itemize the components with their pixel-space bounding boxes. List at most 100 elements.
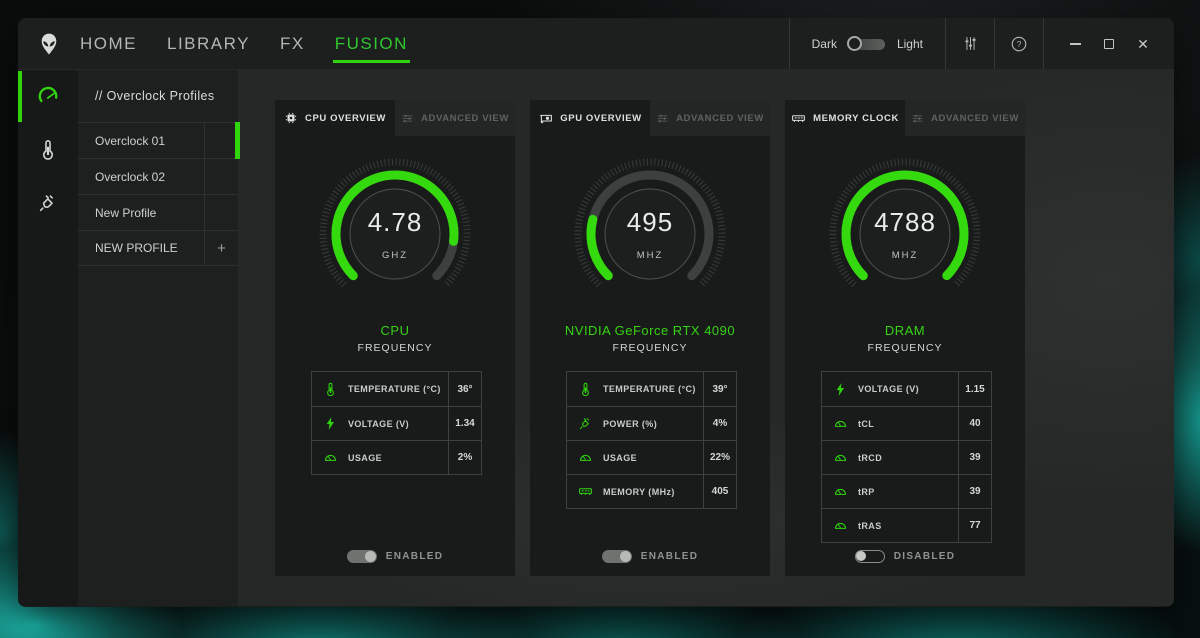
profile-item-overclock-02[interactable]: Overclock 02 — [78, 158, 238, 194]
gpu-gauge-unit: MHZ — [636, 250, 664, 261]
main-content: CPU OVERVIEW ADVANCED VIEW — [238, 70, 1174, 606]
tab-cpu-overview[interactable]: CPU OVERVIEW — [275, 100, 395, 136]
new-profile-row[interactable]: NEW PROFILE + — [78, 230, 238, 266]
gpu-frequency-gauge: 495 MHZ — [570, 154, 730, 314]
sliders-icon — [401, 112, 414, 125]
tab-gpu-advanced-view[interactable]: ADVANCED VIEW — [650, 100, 770, 136]
tab-memory-advanced-view[interactable]: ADVANCED VIEW — [905, 100, 1025, 136]
settings-mixer-button[interactable] — [946, 18, 994, 69]
profile-label: Overclock 02 — [95, 169, 166, 184]
tab-cpu-advanced-view[interactable]: ADVANCED VIEW — [395, 100, 515, 136]
row-value: 22% — [703, 441, 736, 474]
theme-dark-label: Dark — [811, 36, 837, 51]
sliders-icon — [656, 112, 669, 125]
maximize-button[interactable] — [1092, 18, 1126, 70]
row-value: 39 — [958, 441, 991, 474]
cpu-gauge-unit: GHZ — [381, 250, 409, 261]
sidebar-icon-rail — [18, 70, 78, 606]
memory-card: MEMORY CLOCK ADVANCED VIEW — [785, 100, 1025, 576]
row-label: POWER (%) — [603, 418, 658, 429]
minimize-icon — [1069, 42, 1081, 45]
row-value: 405 — [703, 475, 736, 508]
tab-label: ADVANCED VIEW — [421, 112, 509, 124]
cpu-gauge-value: 4.78 — [367, 207, 423, 237]
mixer-icon — [962, 35, 979, 52]
table-row: USAGE 2% — [312, 440, 481, 474]
new-profile-label: NEW PROFILE — [95, 241, 178, 255]
profile-label: Overclock 01 — [95, 133, 166, 148]
gpu-gauge-subtitle: FREQUENCY — [612, 342, 688, 354]
row-value: 2% — [448, 441, 481, 474]
cpu-frequency-gauge: 4.78 GHZ — [315, 154, 475, 314]
meter-icon — [833, 484, 848, 499]
theme-switch-group: Dark Light — [790, 18, 945, 69]
cpu-enable-toggle[interactable] — [346, 550, 377, 563]
nav-library[interactable]: LIBRARY — [167, 18, 250, 69]
memory-enable-toggle[interactable] — [854, 550, 885, 563]
cpu-gauge-subtitle: FREQUENCY — [357, 342, 433, 354]
theme-toggle-track — [850, 38, 885, 50]
titlebar-divider — [945, 18, 946, 69]
dram-gauge-unit: MHZ — [891, 250, 919, 261]
row-label: VOLTAGE (V) — [858, 384, 920, 394]
help-button[interactable] — [995, 18, 1043, 69]
sidebar-item-overclock[interactable] — [18, 70, 78, 123]
alienware-logo[interactable] — [18, 18, 80, 69]
thermometer-icon — [323, 382, 338, 397]
titlebar-divider — [994, 18, 995, 69]
theme-toggle-knob — [846, 35, 862, 51]
thermometer-icon — [578, 382, 593, 397]
toggle-knob — [855, 551, 866, 561]
row-label: TEMPERATURE (°C) — [603, 384, 696, 394]
gpu-toggle-label: ENABLED — [640, 551, 699, 562]
sliders-icon — [911, 112, 924, 125]
row-label: tRCD — [858, 452, 883, 463]
profile-item-new-profile[interactable]: New Profile — [78, 194, 238, 230]
plug-icon — [578, 416, 593, 431]
add-profile-button[interactable]: + — [217, 239, 226, 257]
tab-label: CPU OVERVIEW — [305, 112, 386, 124]
profile-item-overclock-01[interactable]: Overclock 01 — [78, 122, 240, 159]
table-row: VOLTAGE (V) 1.15 — [822, 372, 991, 406]
cpu-stats-table: TEMPERATURE (°C) 36° VOLTAGE (V) 1.34 US… — [311, 371, 482, 475]
cpu-gauge-name: CPU — [380, 323, 410, 338]
tab-gpu-overview[interactable]: GPU OVERVIEW — [530, 100, 650, 136]
minimize-button[interactable] — [1058, 18, 1092, 70]
row-label: TEMPERATURE (°C) — [348, 384, 441, 394]
tab-label: ADVANCED VIEW — [676, 112, 764, 124]
titlebar-divider — [1043, 18, 1044, 69]
gpu-enable-toggle[interactable] — [601, 550, 632, 563]
tab-memory-clock[interactable]: MEMORY CLOCK — [785, 100, 905, 136]
cpu-toggle-label: ENABLED — [385, 551, 444, 562]
meter-icon — [833, 450, 848, 465]
theme-toggle[interactable] — [846, 35, 887, 52]
row-label: tRP — [858, 486, 875, 497]
help-icon — [1010, 35, 1028, 53]
table-row: TEMPERATURE (°C) 36° — [312, 372, 481, 406]
thermometer-icon — [37, 139, 59, 161]
dram-frequency-gauge: 4788 MHZ — [825, 154, 985, 314]
meter-icon — [833, 518, 848, 533]
table-row: tRCD 39 — [822, 440, 991, 474]
toggle-knob — [364, 551, 376, 562]
sidebar-item-thermal[interactable] — [18, 123, 78, 176]
table-row: USAGE 22% — [567, 440, 736, 474]
sidebar-item-power[interactable] — [18, 176, 78, 229]
nav-home[interactable]: HOME — [80, 18, 137, 69]
row-value: 36° — [448, 372, 481, 406]
tab-label: ADVANCED VIEW — [931, 112, 1019, 124]
profiles-panel: // Overclock Profiles Overclock 01 Overc… — [78, 70, 240, 606]
dram-gauge-value: 4788 — [874, 207, 936, 237]
close-button[interactable]: ✕ — [1126, 18, 1160, 70]
plug-icon — [37, 192, 59, 214]
bolt-icon — [323, 416, 338, 431]
row-label: USAGE — [348, 452, 383, 463]
nav-fusion[interactable]: FUSION — [332, 18, 411, 69]
dram-gauge-name: DRAM — [884, 323, 926, 338]
nav-fx[interactable]: FX — [280, 18, 305, 69]
gpu-gauge-name: NVIDIA GeForce RTX 4090 — [564, 323, 736, 338]
memory-enable-toggle-row: DISABLED — [785, 550, 1025, 563]
cpu-enable-toggle-row: ENABLED — [275, 550, 515, 563]
main-nav: HOME LIBRARY FX FUSION — [80, 18, 438, 69]
bolt-icon — [833, 382, 848, 397]
